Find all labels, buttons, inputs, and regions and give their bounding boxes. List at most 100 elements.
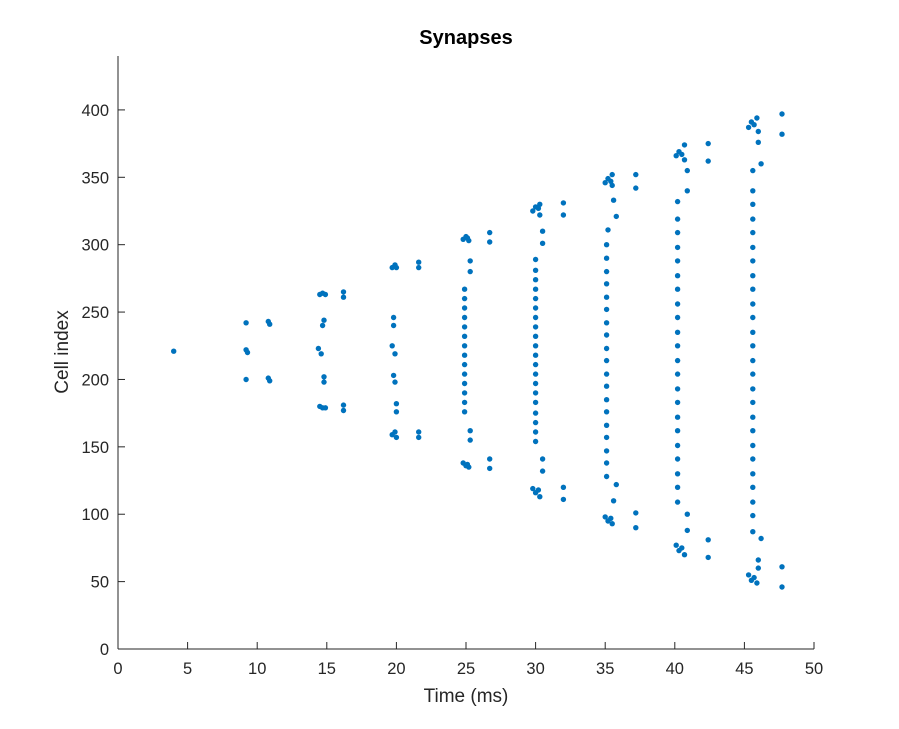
- data-point: [532, 295, 539, 302]
- data-point: [487, 456, 493, 462]
- data-point: [750, 529, 756, 535]
- data-point: [487, 465, 493, 472]
- data-point: [673, 542, 679, 548]
- data-point: [315, 345, 322, 352]
- data-point: [467, 428, 473, 434]
- data-point: [750, 244, 756, 251]
- data-point: [705, 158, 711, 164]
- data-point: [705, 140, 711, 147]
- data-point: [535, 487, 542, 493]
- data-point: [750, 286, 756, 292]
- data-point: [674, 244, 681, 251]
- data-point: [467, 258, 473, 264]
- data-point: [537, 212, 543, 218]
- data-point: [467, 268, 473, 275]
- data-point: [322, 405, 329, 411]
- data-point: [750, 442, 756, 449]
- data-point: [461, 295, 468, 302]
- data-point: [461, 314, 468, 321]
- data-point: [610, 197, 617, 203]
- data-point: [532, 361, 539, 368]
- data-point: [318, 351, 324, 357]
- data-point: [487, 229, 493, 236]
- data-point: [750, 301, 756, 307]
- data-point: [171, 348, 177, 354]
- data-point: [674, 371, 681, 377]
- data-point: [603, 473, 610, 480]
- data-point: [674, 343, 681, 349]
- data-point: [340, 289, 347, 295]
- data-point: [392, 351, 398, 357]
- data-point: [674, 428, 681, 434]
- data-point: [613, 213, 619, 220]
- data-point: [755, 128, 761, 135]
- data-point: [758, 535, 764, 542]
- data-point: [461, 361, 468, 368]
- data-point: [779, 584, 785, 590]
- data-point: [674, 198, 681, 205]
- data-point: [633, 185, 639, 191]
- data-point: [461, 286, 468, 292]
- data-point: [603, 320, 610, 326]
- data-point: [633, 510, 639, 516]
- data-point: [750, 258, 756, 264]
- data-point: [750, 343, 756, 349]
- data-point: [602, 180, 608, 186]
- data-point: [755, 557, 761, 563]
- data-point: [560, 212, 567, 218]
- data-point: [416, 434, 422, 441]
- data-point: [532, 419, 539, 426]
- data-point: [393, 409, 400, 415]
- data-point: [750, 273, 756, 279]
- data-point: [466, 237, 472, 244]
- data-point: [532, 429, 539, 435]
- data-point: [750, 386, 756, 392]
- data-point: [393, 434, 400, 441]
- data-point: [679, 151, 685, 158]
- data-point: [603, 332, 610, 338]
- data-point: [603, 448, 610, 454]
- data-point: [610, 498, 617, 504]
- data-point: [461, 305, 468, 311]
- data-point: [392, 429, 398, 435]
- x-tick-label: 35: [596, 660, 614, 678]
- data-point: [755, 565, 761, 571]
- data-point: [416, 264, 422, 271]
- data-point: [461, 380, 468, 387]
- data-point: [532, 277, 539, 283]
- data-point: [461, 343, 468, 349]
- data-point: [779, 131, 785, 137]
- data-point: [750, 456, 756, 462]
- data-point: [674, 399, 681, 406]
- data-point: [539, 468, 546, 474]
- data-point: [532, 410, 539, 416]
- x-tick-label: 15: [318, 660, 336, 678]
- data-point: [532, 380, 539, 387]
- data-point: [602, 514, 608, 520]
- data-point: [750, 512, 756, 519]
- data-point: [532, 286, 539, 292]
- data-point: [684, 511, 690, 517]
- data-point: [608, 515, 614, 521]
- x-tick-label: 45: [735, 660, 753, 678]
- data-point: [674, 273, 681, 279]
- data-point: [750, 201, 756, 207]
- data-point: [467, 437, 473, 443]
- data-point: [674, 499, 681, 505]
- x-ticks: 0 5 10 15 20 25 30 35 40 45 50: [113, 642, 823, 678]
- data-point: [532, 314, 539, 321]
- data-point: [461, 409, 468, 415]
- data-point: [674, 286, 681, 292]
- data-point: [674, 484, 681, 490]
- data-point: [532, 333, 539, 339]
- data-point: [674, 216, 681, 222]
- data-point: [532, 390, 539, 396]
- y-tick-label: 100: [81, 506, 109, 524]
- y-tick-label: 50: [91, 574, 109, 592]
- data-point: [243, 376, 249, 383]
- data-point: [674, 414, 681, 420]
- data-point: [750, 216, 756, 222]
- data-point: [681, 552, 688, 558]
- data-point: [674, 456, 681, 462]
